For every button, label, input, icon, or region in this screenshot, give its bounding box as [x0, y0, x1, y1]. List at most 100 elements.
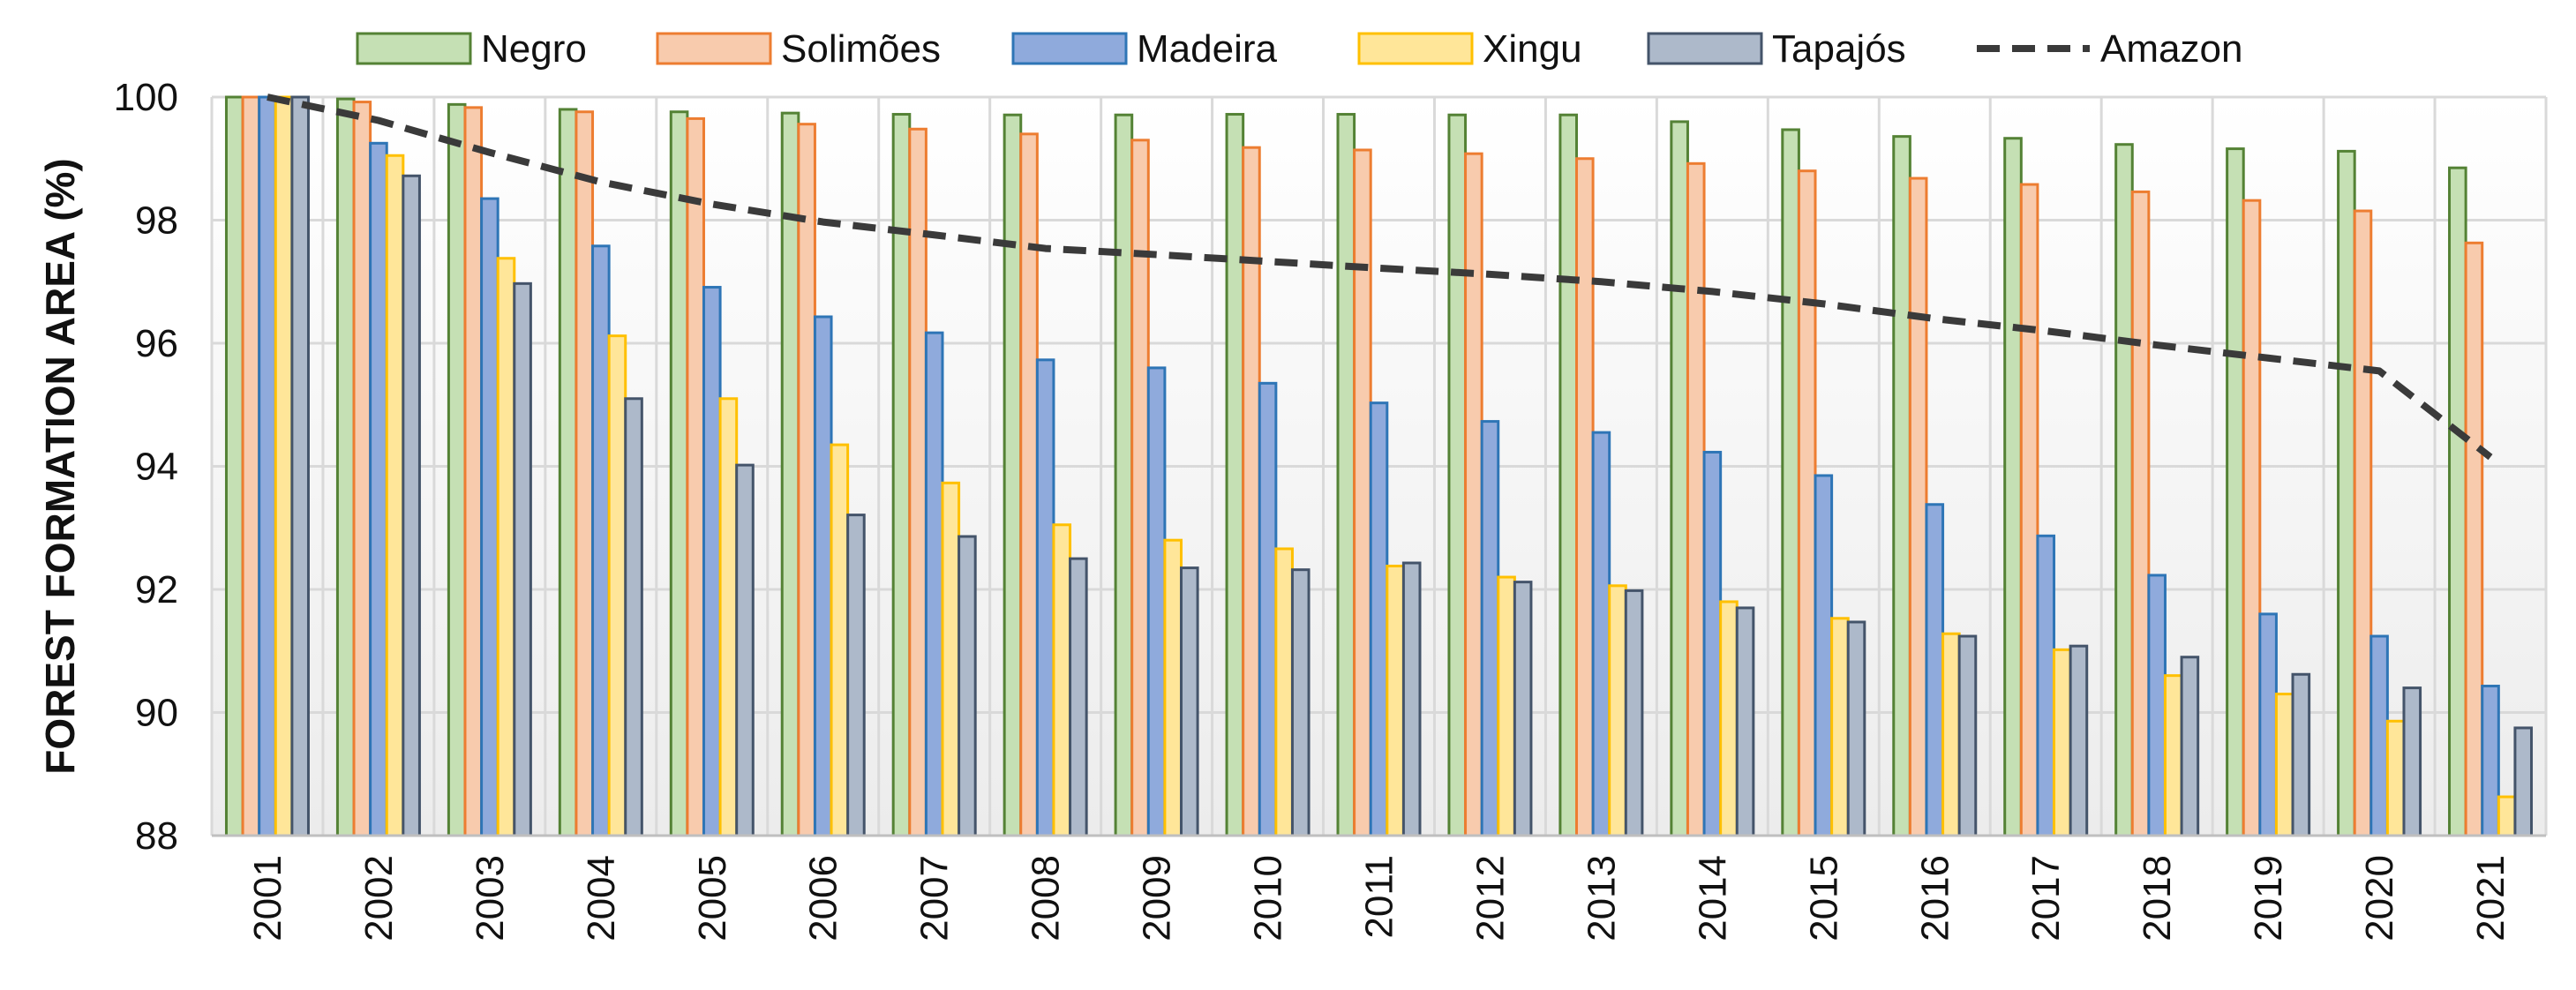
bar-negro-2008	[1003, 113, 1023, 837]
y-tick-label: 100	[114, 76, 178, 119]
bar-negro-2005	[669, 110, 689, 837]
bar-madeira-2005	[702, 286, 722, 837]
bar-negro-2003	[447, 102, 467, 837]
bar-solimes-2001	[241, 95, 261, 837]
bar-madeira-2009	[1146, 366, 1167, 837]
x-tick-label: 2008	[1025, 855, 1068, 941]
bar-xingu-2013	[1608, 584, 1627, 837]
bar-tapajs-2020	[2402, 686, 2422, 837]
bar-xingu-2016	[1941, 632, 1961, 837]
bar-madeira-2002	[369, 141, 388, 837]
bar-tapajs-2001	[290, 95, 310, 837]
bar-xingu-2009	[1163, 538, 1183, 837]
x-tick-label: 2013	[1580, 855, 1623, 941]
bar-tapajs-2018	[2180, 656, 2200, 837]
bar-tapajs-2008	[1069, 557, 1088, 837]
bar-madeira-2013	[1591, 431, 1611, 837]
bar-tapajs-2007	[958, 535, 977, 837]
bar-solimes-2013	[1575, 157, 1595, 837]
legend-swatch-xingu	[1357, 32, 1474, 65]
bar-xingu-2001	[274, 95, 294, 837]
bar-madeira-2006	[813, 315, 833, 837]
bar-xingu-2012	[1497, 575, 1516, 837]
bar-negro-2007	[891, 113, 912, 837]
bar-solimes-2002	[352, 101, 372, 837]
bar-tapajs-2004	[624, 397, 643, 837]
bar-negro-2011	[1336, 113, 1356, 837]
bar-solimes-2017	[2019, 183, 2039, 837]
bar-negro-2021	[2448, 166, 2467, 837]
x-tick-label: 2004	[580, 855, 623, 941]
bar-tapajs-2010	[1290, 568, 1311, 837]
bar-negro-2015	[1781, 128, 1800, 837]
axes: 88 90 92 94 96 98 100 2001 2002 2003 2004 2005 2006 2…	[114, 76, 2546, 941]
bar-madeira-2007	[924, 331, 944, 837]
y-tick-label: 92	[135, 568, 178, 611]
legend-label-tapajs: Tapajós	[1772, 27, 1906, 71]
bar-solimes-2014	[1686, 161, 1706, 837]
bar-solimes-2018	[2130, 190, 2151, 837]
bar-solimes-2011	[1353, 148, 1372, 837]
bar-negro-2013	[1558, 113, 1579, 837]
bar-xingu-2004	[607, 334, 627, 837]
bar-madeira-2011	[1369, 401, 1389, 837]
x-tick-label: 2016	[1913, 855, 1956, 941]
x-tick-label: 2001	[246, 855, 289, 941]
x-tick-label: 2014	[1691, 855, 1734, 941]
bar-negro-2004	[558, 108, 578, 837]
y-tick-label: 98	[135, 199, 178, 243]
bar-tapajs-2005	[735, 463, 755, 837]
x-tick-label: 2019	[2247, 855, 2290, 941]
bar-solimes-2019	[2242, 199, 2262, 837]
bar-xingu-2011	[1386, 564, 1405, 837]
bar-madeira-2017	[2036, 534, 2056, 837]
x-tick-label: 2007	[913, 855, 957, 941]
bar-xingu-2015	[1830, 617, 1850, 837]
bar-negro-2001	[224, 95, 244, 837]
y-axis-title: FOREST FORMATION AREA (%)	[37, 158, 83, 774]
bar-tapajs-2006	[846, 514, 866, 837]
x-tick-label: 2018	[2136, 855, 2179, 941]
bar-madeira-2016	[1925, 503, 1945, 837]
bar-madeira-2015	[1814, 474, 1834, 837]
legend-swatch-tapajs	[1647, 32, 1763, 65]
amazon-line	[267, 94, 2493, 461]
bar-madeira-2008	[1035, 358, 1055, 837]
legend-label-solimes: Solimões	[781, 27, 941, 71]
bar-madeira-2021	[2481, 685, 2500, 837]
bar-negro-2006	[780, 111, 800, 837]
x-tick-label: 2011	[1358, 855, 1401, 939]
bar-xingu-2018	[2163, 674, 2183, 837]
bar-tapajs-2014	[1735, 606, 1755, 837]
legend: Negro Solimões Madeira Xingu Tapajós Amazon	[356, 27, 2242, 71]
bar-tapajs-2003	[513, 281, 532, 837]
bar-solimes-2009	[1130, 139, 1150, 837]
bar-madeira-2001	[258, 95, 277, 837]
bar-solimes-2003	[463, 106, 484, 837]
bar-solimes-2008	[1019, 132, 1039, 837]
y-tick-label: 88	[135, 814, 178, 858]
bar-negro-2017	[2003, 137, 2023, 837]
x-tick-label: 2009	[1136, 855, 1179, 941]
bar-solimes-2004	[575, 110, 595, 837]
x-tick-label: 2010	[1247, 855, 1290, 941]
bar-solimes-2012	[1464, 152, 1483, 837]
x-tick-label: 2006	[802, 855, 845, 941]
bar-madeira-2018	[2147, 574, 2167, 837]
legend-label-negro: Negro	[481, 27, 587, 71]
legend-label-madeira: Madeira	[1137, 27, 1277, 71]
bar-xingu-2021	[2497, 795, 2517, 837]
bar-negro-2014	[1670, 120, 1689, 837]
bar-negro-2020	[2337, 149, 2356, 837]
bar-xingu-2006	[830, 443, 850, 837]
bar-xingu-2010	[1274, 547, 1294, 837]
bar-negro-2002	[335, 97, 356, 837]
bar-xingu-2020	[2385, 719, 2406, 837]
bar-solimes-2016	[1908, 176, 1928, 837]
bar-tapajs-2016	[1957, 634, 1978, 837]
x-tick-label: 2017	[2024, 855, 2068, 941]
bar-solimes-2006	[797, 123, 816, 837]
bar-solimes-2010	[1242, 146, 1261, 837]
legend-label-amazon: Amazon	[2100, 27, 2242, 71]
